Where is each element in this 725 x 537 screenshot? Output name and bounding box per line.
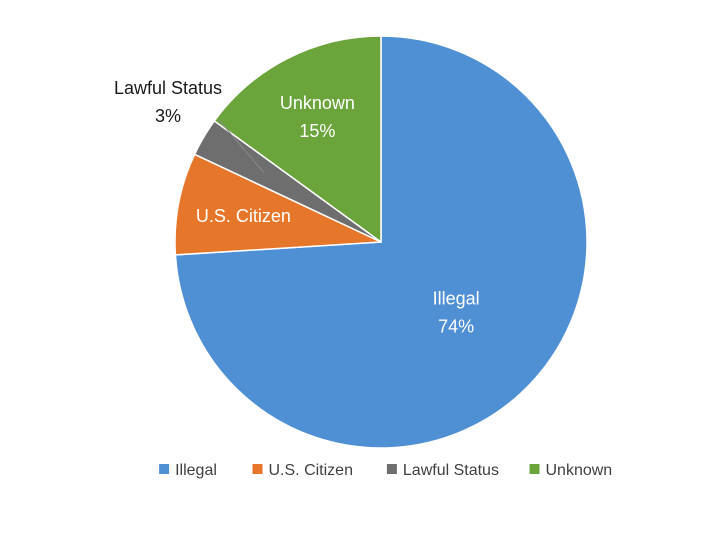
data-label-illegal: Illegal (433, 289, 480, 309)
legend: Illegal U.S. Citizen Lawful Status Unknown (159, 462, 612, 479)
data-label-u-s-citizen: U.S. Citizen (196, 206, 291, 226)
data-label-lawful-status: Lawful Status (114, 78, 222, 98)
slice-u-s-citizen (174, 153, 382, 256)
data-value-illegal: 74% (438, 317, 474, 337)
leader-line-lawful-status (218, 119, 265, 174)
data-label-unknown: Unknown (280, 93, 355, 113)
legend-label-lawful-status: Lawful Status (403, 462, 499, 479)
labels-layer: Illegal 74% U.S. Citizen Lawful Status 3% Unk… (114, 78, 480, 337)
legend-label-illegal: Illegal (175, 462, 217, 479)
legend-swatch-lawful-status (386, 464, 397, 474)
legend-label-u-s-citizen: U.S. Citizen (269, 462, 353, 479)
slices-layer (174, 35, 588, 449)
legend-swatch-illegal (159, 464, 170, 474)
legend-swatch-u-s-citizen (252, 464, 263, 474)
legend-label-unknown: Unknown (546, 462, 613, 479)
data-value-unknown: 15% (299, 121, 335, 141)
data-value-lawful-status: 3% (155, 106, 181, 126)
slice-unknown (213, 35, 382, 243)
legend-swatch-unknown (529, 464, 540, 474)
